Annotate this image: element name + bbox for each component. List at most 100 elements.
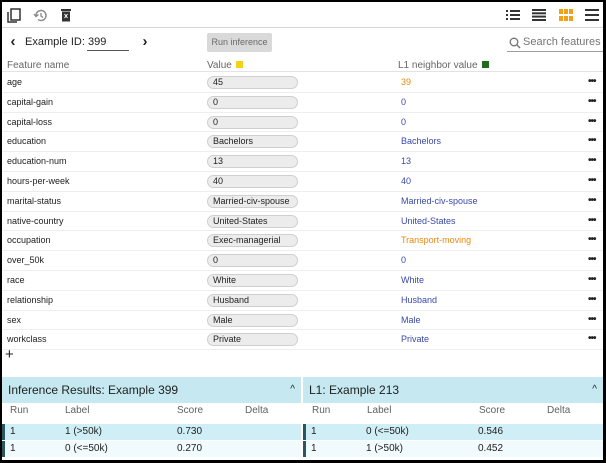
panel-header[interactable]: L1: Example 213 ^ xyxy=(303,377,603,403)
feature-name: relationship xyxy=(7,294,54,305)
next-example-icon[interactable]: › xyxy=(142,33,148,50)
example-nav-bar: ‹ Example ID: › Run inference xyxy=(2,29,603,57)
feature-value-field[interactable]: Exec-managerial xyxy=(207,234,298,248)
feature-name-header: Feature name xyxy=(7,60,70,71)
delete-icon[interactable] xyxy=(58,7,74,23)
neighbor-value: Transport-moving xyxy=(401,235,472,246)
column-header-label: Label xyxy=(367,405,392,416)
neighbor-value: United-States xyxy=(401,215,456,226)
value-header: Value xyxy=(207,60,243,71)
more-options-icon[interactable]: ••• xyxy=(588,214,596,226)
result-score: 0.270 xyxy=(177,443,203,454)
more-options-icon[interactable]: ••• xyxy=(588,333,596,345)
result-score: 0.730 xyxy=(177,426,203,437)
collapse-icon[interactable]: ^ xyxy=(592,384,597,395)
result-row: 1 1 (>50k) 0.452 xyxy=(303,441,603,457)
result-label: 1 (>50k) xyxy=(65,426,102,437)
result-run: 1 xyxy=(10,426,16,437)
feature-name: occupation xyxy=(7,235,51,246)
more-options-icon[interactable]: ••• xyxy=(588,95,596,107)
column-header-score: Score xyxy=(177,405,204,416)
feature-table-body: age 45 39 ••• capital-gain 0 0 ••• capital-loss 0… xyxy=(2,73,603,351)
more-options-icon[interactable]: ••• xyxy=(588,194,596,206)
feature-name: education xyxy=(7,136,47,147)
feature-value-field[interactable]: Husband xyxy=(207,293,298,307)
feature-value-field[interactable]: 13 xyxy=(207,155,298,169)
value-legend-swatch xyxy=(235,61,243,68)
neighbor-value: Married-civ-spouse xyxy=(401,195,478,206)
feature-value-field[interactable]: Married-civ-spouse xyxy=(207,194,298,208)
feature-table-header: Feature name Value L1 neighbor value xyxy=(2,59,603,72)
column-header-delta: Delta xyxy=(245,405,269,416)
neighbor-value: Private xyxy=(401,334,430,345)
previous-example-icon[interactable]: ‹ xyxy=(10,33,16,50)
panel-title: L1: Example 213 xyxy=(309,383,400,397)
feature-name: workclass xyxy=(7,334,47,345)
column-header-run: Run xyxy=(312,405,331,416)
feature-value-field[interactable]: 0 xyxy=(207,254,298,268)
feature-value-field[interactable]: 0 xyxy=(207,115,298,129)
feature-value-field[interactable]: United-States xyxy=(207,214,298,228)
grid-view-icon[interactable] xyxy=(558,7,574,23)
neighbor-value: White xyxy=(401,274,425,285)
feature-value-field[interactable]: 40 xyxy=(207,174,298,188)
result-score: 0.546 xyxy=(478,426,504,437)
collapse-icon[interactable]: ^ xyxy=(290,384,295,395)
table-row: hours-per-week 40 40 ••• xyxy=(2,172,603,192)
feature-value-field[interactable]: 45 xyxy=(207,76,298,89)
neighbor-value: Husband xyxy=(401,294,438,305)
feature-name: over_50k xyxy=(7,255,45,266)
history-icon[interactable] xyxy=(32,7,48,23)
search-box[interactable] xyxy=(507,33,603,52)
neighbor-value: Male xyxy=(401,314,421,325)
result-label: 0 (<=50k) xyxy=(65,443,108,454)
toolbar xyxy=(2,2,603,28)
feature-value-field[interactable]: White xyxy=(207,273,298,287)
panel-title: Inference Results: Example 399 xyxy=(8,383,179,397)
feature-name: native-country xyxy=(7,215,64,226)
list-view-icon[interactable] xyxy=(505,7,521,23)
copy-icon[interactable] xyxy=(6,7,22,23)
more-options-icon[interactable]: ••• xyxy=(588,234,596,246)
result-run: 1 xyxy=(311,443,317,454)
table-row: age 45 39 ••• xyxy=(2,73,603,93)
more-options-icon[interactable]: ••• xyxy=(588,76,596,87)
feature-value-field[interactable]: Private xyxy=(207,333,298,347)
table-row: capital-gain 0 0 ••• xyxy=(2,93,603,113)
inference-results-panel: Inference Results: Example 399 ^ Run Label S… xyxy=(2,377,301,460)
neighbor-value: 39 xyxy=(401,77,412,87)
feature-name: age xyxy=(7,77,23,87)
result-row: 1 1 (>50k) 0.730 xyxy=(2,424,301,440)
more-options-icon[interactable]: ••• xyxy=(588,313,596,325)
feature-name: capital-loss xyxy=(7,116,53,127)
search-features-input[interactable] xyxy=(523,34,603,50)
table-row: education Bachelors Bachelors ••• xyxy=(2,132,603,153)
compact-list-icon[interactable] xyxy=(531,7,547,23)
more-options-icon[interactable]: ••• xyxy=(588,273,596,285)
more-options-icon[interactable]: ••• xyxy=(588,293,596,305)
neighbor-legend-swatch xyxy=(481,61,489,68)
feature-value-field[interactable]: 0 xyxy=(207,95,298,109)
neighbor-value: 0 xyxy=(401,96,407,107)
more-options-icon[interactable]: ••• xyxy=(588,254,596,266)
example-id-label: Example ID: xyxy=(25,36,85,48)
more-options-icon[interactable]: ••• xyxy=(588,155,596,167)
feature-value-field[interactable]: Bachelors xyxy=(207,135,298,149)
more-options-icon[interactable]: ••• xyxy=(588,135,596,147)
neighbor-value: 0 xyxy=(401,116,407,127)
more-options-icon[interactable]: ••• xyxy=(588,174,596,186)
feature-name: capital-gain xyxy=(7,96,54,107)
feature-name: hours-per-week xyxy=(7,175,70,186)
panel-header[interactable]: Inference Results: Example 399 ^ xyxy=(2,377,301,403)
result-label: 1 (>50k) xyxy=(366,443,403,454)
feature-value-field[interactable]: Male xyxy=(207,313,298,327)
more-options-icon[interactable]: ••• xyxy=(588,115,596,127)
result-row: 1 0 (<=50k) 0.270 xyxy=(2,441,301,457)
menu-icon[interactable] xyxy=(584,7,600,23)
column-header-run: Run xyxy=(10,405,29,416)
example-id-input[interactable] xyxy=(87,33,129,51)
run-inference-button[interactable]: Run inference xyxy=(207,33,272,52)
add-feature-button[interactable]: + xyxy=(5,346,14,363)
column-header-score: Score xyxy=(479,405,506,416)
